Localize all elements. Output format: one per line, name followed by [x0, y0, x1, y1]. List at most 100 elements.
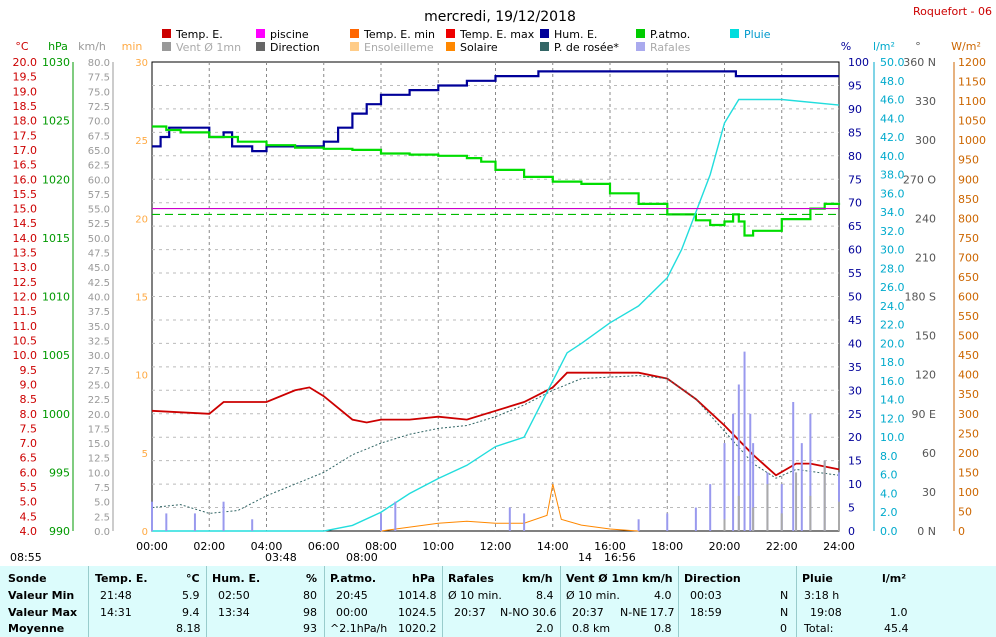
rain-tick-label: 24.0 — [880, 300, 905, 313]
wm2-tick-label: 100 — [958, 486, 979, 499]
kmh-tick-label: 55.0 — [88, 205, 110, 216]
stats-header-patmo-unit: hPa — [412, 572, 436, 585]
temp-max-value: 9.4 — [182, 606, 200, 619]
raf-moy-value: 2.0 — [536, 622, 554, 635]
kmh-tick-label: 70.0 — [88, 117, 110, 128]
pct-tick-label: 75 — [848, 173, 862, 186]
kmh-tick-label: 42.5 — [88, 278, 110, 289]
wm2-tick-label: 650 — [958, 271, 979, 284]
rain-tick-label: 30.0 — [880, 244, 905, 257]
wm2-tick-label: 200 — [958, 447, 979, 460]
legend-swatch — [636, 29, 645, 38]
temp-moy-value: 8.18 — [176, 622, 201, 635]
min-tick-label: 10 — [135, 371, 148, 382]
min-tick-label: 25 — [135, 136, 148, 147]
min-tick-label: 30 — [135, 58, 148, 69]
wm2-tick-label: 1100 — [958, 95, 986, 108]
wm2-tick-label: 1200 — [958, 56, 986, 69]
rain-tick-label: 44.0 — [880, 112, 905, 125]
kmh-tick-label: 17.5 — [88, 424, 110, 435]
stats-header-raf: Rafales — [448, 572, 494, 585]
pct-tick-label: 25 — [848, 408, 862, 421]
kmh-tick-label: 35.0 — [88, 322, 110, 333]
pct-tick-label: 55 — [848, 267, 862, 280]
wm2-tick-label: 750 — [958, 232, 979, 245]
legend-label: Temp. E. max — [459, 28, 535, 41]
rain-tick-label: 2.0 — [880, 506, 898, 519]
axis-unit: °C — [15, 40, 29, 53]
x-tick-label: 22:00 — [766, 540, 798, 553]
temp-min-time: 21:48 — [100, 589, 132, 602]
temp-tick-label: 7.5 — [20, 422, 38, 435]
hpa-tick-label: 1020 — [42, 173, 70, 186]
kmh-tick-label: 20.0 — [88, 410, 110, 421]
plot-area — [151, 70, 841, 532]
kmh-tick-label: 45.0 — [88, 263, 110, 274]
legend-swatch — [162, 42, 171, 51]
pluie-max-time: 19:08 — [810, 606, 842, 619]
wm2-tick-label: 700 — [958, 251, 979, 264]
deg-tick-label: 60 — [922, 447, 936, 460]
kmh-tick-label: 10.0 — [88, 468, 110, 479]
temp-tick-label: 17.0 — [13, 144, 38, 157]
kmh-tick-label: 52.5 — [88, 219, 110, 230]
legend-swatch — [256, 42, 265, 51]
kmh-tick-label: 77.5 — [88, 73, 110, 84]
pct-tick-label: 20 — [848, 431, 862, 444]
rain-tick-label: 46.0 — [880, 94, 905, 107]
rain-tick-label: 34.0 — [880, 206, 905, 219]
legend-label: Pluie — [744, 28, 771, 41]
temp-tick-label: 6.0 — [20, 466, 38, 479]
temp-tick-label: 12.5 — [13, 276, 38, 289]
hum-min-time: 02:50 — [218, 589, 250, 602]
hum-max-value: 98 — [303, 606, 317, 619]
temp-tick-label: 14.5 — [13, 217, 38, 230]
legend-label: Solaire — [460, 41, 498, 54]
axis-unit: W/m² — [951, 40, 981, 53]
rain-tick-label: 12.0 — [880, 412, 905, 425]
rain-tick-label: 0.0 — [880, 525, 898, 538]
hpa-tick-label: 1030 — [42, 56, 70, 69]
axis-unit: km/h — [78, 40, 106, 53]
rain-tick-label: 28.0 — [880, 262, 905, 275]
x-tick-label: 12:00 — [480, 540, 512, 553]
min-tick-label: 0 — [142, 527, 148, 538]
patmo-moy-value: 1020.2 — [398, 622, 437, 635]
stats-panel: Sonde Valeur Min Valeur Max Moyenne Temp… — [0, 566, 996, 637]
kmh-tick-label: 50.0 — [88, 234, 110, 245]
hum-min-value: 80 — [303, 589, 317, 602]
x-tick-label: 06:00 — [308, 540, 340, 553]
sun-mark: 08:55 — [10, 551, 42, 564]
row-label-max: Valeur Max — [8, 606, 78, 619]
legend-swatch — [256, 29, 265, 38]
x-tick-label: 24:00 — [823, 540, 855, 553]
deg-tick-label: 90 E — [912, 408, 936, 421]
x-tick-label: 16:00 — [594, 540, 626, 553]
legend-swatch — [540, 29, 549, 38]
rain-tick-label: 16.0 — [880, 375, 905, 388]
min-tick-label: 15 — [135, 293, 148, 304]
stats-header-patmo: P.atmo. — [330, 572, 377, 585]
vent-moy-distance: 0.8 km — [572, 622, 611, 635]
temp-tick-label: 4.5 — [20, 510, 38, 523]
deg-tick-label: 300 — [915, 134, 936, 147]
pct-tick-label: 65 — [848, 220, 862, 233]
rain-tick-label: 48.0 — [880, 75, 905, 88]
pluie-total-value: 45.4 — [884, 622, 909, 635]
station-name: Roquefort - 06 — [913, 5, 992, 18]
temp-tick-label: 7.0 — [20, 437, 38, 450]
deg-tick-label: 150 — [915, 330, 936, 343]
rain-tick-label: 40.0 — [880, 150, 905, 163]
wm2-tick-label: 900 — [958, 173, 979, 186]
pct-tick-label: 5 — [848, 502, 855, 515]
patmo-max-time: 00:00 — [336, 606, 368, 619]
temp-tick-label: 15.5 — [13, 188, 38, 201]
pluie-total-label: Total: — [804, 622, 834, 635]
series-temp-e — [151, 371, 840, 477]
pct-tick-label: 40 — [848, 337, 862, 350]
x-tick-label: 20:00 — [709, 540, 741, 553]
wm2-tick-label: 550 — [958, 310, 979, 323]
row-label-moy: Moyenne — [8, 622, 65, 635]
patmo-moy-trend: ^2.1hPa/h — [330, 622, 388, 635]
stats-header-sonde: Sonde — [8, 572, 47, 585]
